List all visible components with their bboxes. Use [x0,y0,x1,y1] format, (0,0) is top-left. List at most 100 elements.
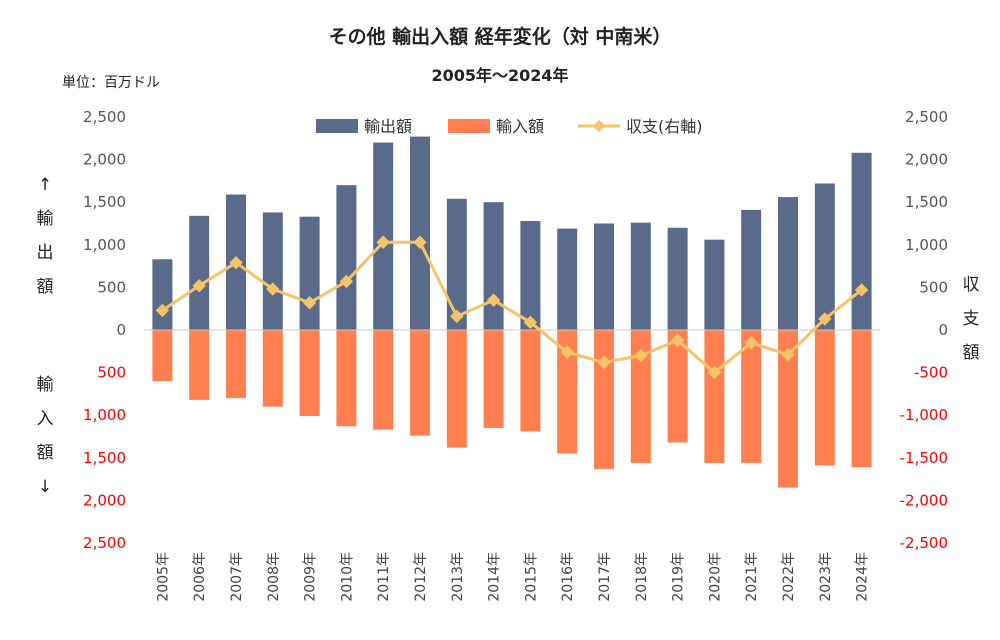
left-tick-label: 2,500 [83,534,126,552]
export-bar [336,185,357,330]
left-axis-upper-char: 額 [36,277,54,297]
x-tick-label: 2011年 [376,552,392,602]
export-bar [189,215,210,330]
export-bar [630,222,651,330]
right-tick-label: -2,500 [900,534,948,552]
legend-import-label: 輸入額 [496,117,544,136]
balance-point [854,283,869,297]
export-bar [667,227,688,330]
right-tick-label: -1,000 [900,406,948,424]
right-tick-label: 1,000 [905,236,948,254]
import-bar [410,330,430,436]
x-tick-label: 2022年 [781,552,797,602]
left-tick-label: 1,500 [83,449,126,467]
left-tick-label: 1,000 [83,236,126,254]
import-bar [594,330,614,469]
right-tick-label: 0 [938,321,948,339]
right-axis-char: 収 [962,275,980,295]
balance-point [450,309,464,324]
right-tick-label: 2,500 [905,108,948,126]
balance-point [376,235,390,249]
left-axis-lower-char: 輸 [36,375,54,395]
balance-point [634,348,648,363]
left-tick-label: 500 [97,364,126,382]
import-bar [778,330,798,488]
x-tick-label: 2023年 [818,552,834,602]
balance-point [229,255,243,270]
left-axis-lower-char: ↓ [37,477,53,497]
export-bar [446,198,467,330]
right-axis-char: 支 [962,309,980,329]
left-tick-label: 1,000 [83,406,126,424]
import-bar [814,330,835,466]
balance-point [486,293,501,307]
left-tick-label: 500 [97,278,126,296]
right-axis-label: 収 支 額 [956,268,986,370]
import-bar [483,330,504,428]
balance-point [155,303,170,318]
x-tick-label: 2019年 [671,552,687,602]
x-tick-label: 2017年 [597,552,613,602]
chart-title: その他 輸出入額 経年変化（対 中南米） [328,26,672,48]
balance-line [161,240,863,375]
x-tick-label: 2009年 [303,552,319,602]
legend-balance-marker [593,120,605,132]
balance-point [413,235,427,249]
chart-subtitle: 2005年～2024年 [431,66,569,85]
export-bar [262,212,283,330]
export-bar [299,216,320,330]
import-bar [446,330,467,448]
x-tick-label: 2024年 [855,552,871,602]
import-bar [520,330,541,432]
left-tick-label: 1,500 [83,193,126,211]
export-bar [778,197,798,330]
balance-point [670,333,685,347]
import-bar [851,330,872,468]
right-tick-label: 1,500 [905,193,948,211]
balance-point [266,282,280,296]
import-bar [189,330,210,400]
export-bar [557,228,578,330]
right-axis-char: 額 [962,343,980,363]
x-tick-label: 2008年 [266,552,282,602]
legend-import-swatch [448,119,490,133]
left-axis-lower-char: 額 [36,443,54,463]
import-bar [262,330,283,407]
import-bar [299,330,320,417]
right-tick-label: 2,000 [905,151,948,169]
x-tick-label: 2015年 [523,552,539,602]
balance-point [597,355,611,370]
export-bar [152,259,173,330]
balance-point [744,336,758,350]
import-bar [667,330,688,443]
legend-balance-label: 収支(右軸) [626,117,703,136]
balance-point [707,365,722,380]
x-tick-label: 2016年 [560,552,576,602]
import-bar [741,330,762,463]
balance-point [818,312,832,326]
balance-point [302,296,317,310]
export-bar [594,223,614,330]
import-bar [336,330,357,427]
import-bar [226,330,246,399]
x-tick-label: 2007年 [229,552,245,602]
right-tick-label: -2,000 [900,491,948,509]
import-bar [373,330,394,430]
left-tick-label: 0 [116,321,126,339]
x-tick-label: 2018年 [634,552,650,602]
x-tick-label: 2012年 [413,552,429,602]
left-axis-upper-char: 出 [36,243,54,263]
balance-point [781,348,795,362]
left-axis-lower-label: 輸 入 額 ↓ [30,368,60,504]
balance-point [560,345,574,359]
right-tick-label: -1,500 [900,449,948,467]
right-tick-label: 500 [919,278,948,296]
export-bar [851,152,872,330]
x-tick-label: 2021年 [744,552,760,602]
export-bar [483,202,504,330]
x-tick-label: 2014年 [487,552,503,602]
x-tick-label: 2013年 [450,552,466,602]
balance-point [523,315,538,330]
